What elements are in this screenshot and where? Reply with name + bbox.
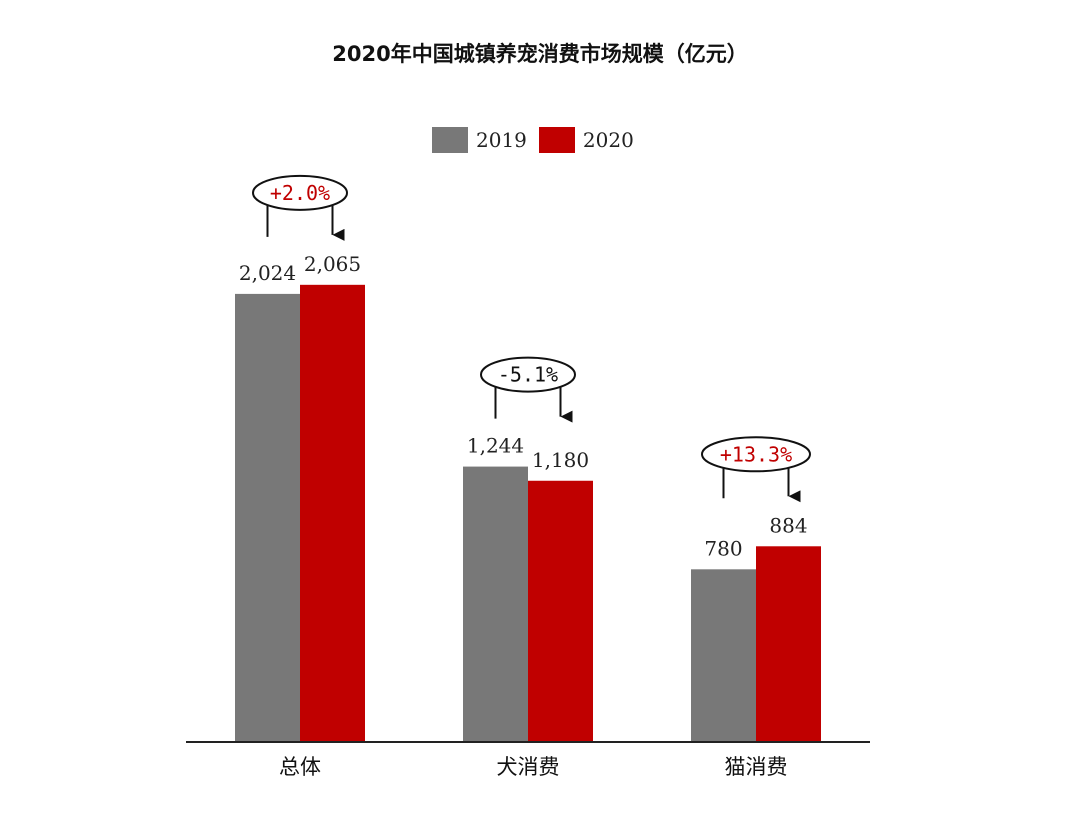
category-label-1: 犬消费 (497, 755, 560, 779)
bar-2019-2 (691, 569, 756, 742)
change-label-2: +13.3% (720, 442, 792, 466)
legend: 2019 2020 (432, 126, 646, 154)
chart-title: 2020年中国城镇养宠消费市场规模（亿元） (332, 42, 748, 66)
bar-2020-1 (528, 480, 593, 742)
value-label-2020-1: 1,180 (532, 448, 589, 472)
bar-2019-1 (463, 466, 528, 742)
legend-swatch-2020 (538, 127, 575, 153)
bar-2019-0 (235, 293, 300, 742)
category-label-0: 总体 (279, 755, 321, 779)
change-badge-1 (480, 356, 576, 393)
legend-label-2019: 2019 (476, 128, 527, 152)
category-label-2: 猫消费 (725, 755, 788, 779)
change-label-0: +2.0% (270, 181, 330, 205)
value-label-2019-2: 780 (704, 536, 742, 560)
legend-item-2020: 2020 (538, 127, 634, 153)
legend-item-2019: 2019 (432, 127, 527, 153)
legend-swatch-2019 (432, 127, 468, 153)
legend-label-2020: 2020 (582, 128, 634, 152)
value-label-2019-1: 1,244 (467, 434, 524, 458)
bar-2020-2 (756, 546, 821, 742)
change-label-1: -5.1% (498, 363, 558, 387)
value-label-2019-0: 2,024 (239, 261, 296, 285)
value-label-2020-2: 884 (769, 513, 807, 537)
bar-2020-0 (300, 284, 365, 742)
change-badge-0 (252, 174, 348, 211)
value-label-2020-0: 2,065 (304, 252, 361, 276)
change-badge-2 (701, 436, 811, 473)
